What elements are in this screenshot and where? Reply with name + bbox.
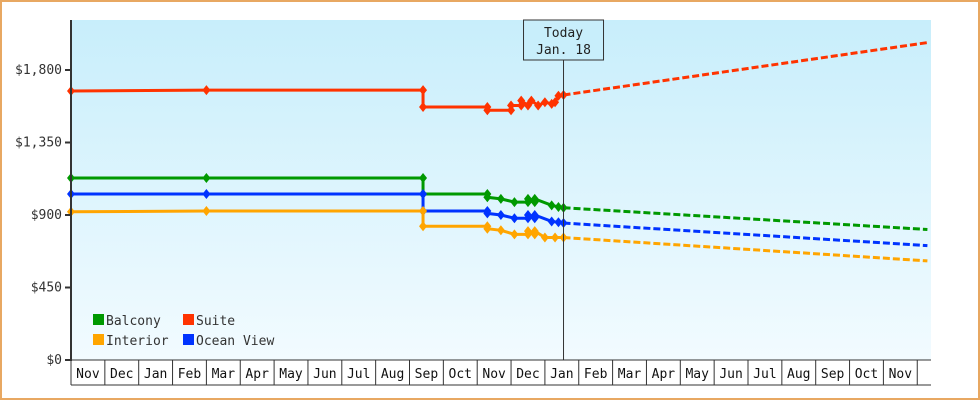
data-point[interactable] <box>551 232 560 243</box>
data-point[interactable] <box>554 201 563 212</box>
data-point[interactable] <box>523 226 532 237</box>
month-label: Oct <box>449 367 472 382</box>
month-label: Mar <box>212 367 236 382</box>
legend-label: Balcony <box>106 314 161 329</box>
month-label: Sep <box>821 367 845 382</box>
today-box <box>523 19 605 61</box>
series-suite <box>67 41 928 116</box>
data-point[interactable] <box>419 205 428 216</box>
data-point[interactable] <box>483 192 492 203</box>
data-point[interactable] <box>540 232 549 243</box>
data-point[interactable] <box>530 210 539 220</box>
series-interior <box>67 205 928 263</box>
y-tick-label: $1,800 <box>15 63 62 78</box>
data-point[interactable] <box>419 221 428 232</box>
y-tick-label: $900 <box>31 208 62 223</box>
month-label: Jun <box>313 367 336 382</box>
data-point[interactable] <box>517 95 526 106</box>
data-point[interactable] <box>554 90 563 101</box>
data-point[interactable] <box>510 197 519 208</box>
legend-label: Suite <box>196 314 235 329</box>
series-balcony <box>67 172 928 231</box>
month-label: Mar <box>618 367 642 382</box>
data-point[interactable] <box>530 226 539 237</box>
month-label: Jul <box>753 367 776 382</box>
legend-item-balcony[interactable]: Balcony <box>93 314 161 329</box>
data-point[interactable] <box>496 225 505 236</box>
data-point[interactable] <box>540 97 549 108</box>
data-point[interactable] <box>523 210 532 220</box>
data-point[interactable] <box>202 172 211 183</box>
month-label: Apr <box>652 367 676 382</box>
legend-swatch <box>93 314 104 325</box>
data-point[interactable] <box>419 102 428 113</box>
data-point[interactable] <box>534 100 543 111</box>
month-label: Dec <box>516 367 539 382</box>
data-point[interactable] <box>483 208 492 219</box>
month-label: Nov <box>482 367 506 382</box>
data-point[interactable] <box>483 223 492 234</box>
month-label: Dec <box>110 367 133 382</box>
month-label: May <box>685 367 709 382</box>
today-label: Today <box>544 26 583 41</box>
data-point[interactable] <box>202 205 211 216</box>
legend-swatch <box>183 314 194 325</box>
projection-line <box>563 41 928 97</box>
data-point[interactable] <box>554 217 563 228</box>
month-label: Feb <box>178 367 202 382</box>
month-label: Jul <box>347 367 370 382</box>
data-point[interactable] <box>419 189 428 200</box>
legend-item-interior[interactable]: Interior <box>93 334 169 349</box>
data-point[interactable] <box>202 189 211 200</box>
month-label: Apr <box>245 367 269 382</box>
legend-label: Interior <box>106 334 169 349</box>
month-label: Jan <box>144 367 167 382</box>
data-point[interactable] <box>523 193 532 204</box>
data-point[interactable] <box>551 97 560 108</box>
data-point[interactable] <box>530 193 539 204</box>
month-label: May <box>279 367 303 382</box>
legend-label: Ocean View <box>196 334 274 349</box>
data-point[interactable] <box>419 85 428 96</box>
data-point[interactable] <box>527 95 536 106</box>
month-label: Jan <box>550 367 573 382</box>
projection-line <box>563 236 928 263</box>
data-point[interactable] <box>419 172 428 183</box>
data-point[interactable] <box>510 213 519 224</box>
data-point[interactable] <box>483 105 492 116</box>
projection-line <box>563 221 928 248</box>
data-point[interactable] <box>496 210 505 220</box>
legend-item-suite[interactable]: Suite <box>183 314 235 329</box>
month-label: Oct <box>855 367 878 382</box>
month-label: Feb <box>584 367 608 382</box>
month-label: Jun <box>719 367 742 382</box>
y-tick-label: $1,350 <box>15 136 62 151</box>
legend-swatch <box>93 334 104 345</box>
data-point[interactable] <box>547 200 556 211</box>
y-tick-label: $450 <box>31 281 62 296</box>
plot-area <box>71 20 931 360</box>
y-tick-label: $0 <box>46 353 62 368</box>
month-label: Aug <box>787 367 810 382</box>
data-point[interactable] <box>507 100 516 111</box>
month-label: Sep <box>415 367 439 382</box>
month-label: Nov <box>76 367 100 382</box>
data-point[interactable] <box>510 229 519 240</box>
legend-item-ocean-view[interactable]: Ocean View <box>183 334 274 349</box>
data-point[interactable] <box>496 193 505 204</box>
data-point[interactable] <box>547 216 556 227</box>
legend-swatch <box>183 334 194 345</box>
month-label: Aug <box>381 367 404 382</box>
today-date: Jan. 18 <box>536 43 591 58</box>
data-point[interactable] <box>202 85 211 96</box>
projection-line <box>563 206 928 231</box>
month-label: Nov <box>889 367 913 382</box>
